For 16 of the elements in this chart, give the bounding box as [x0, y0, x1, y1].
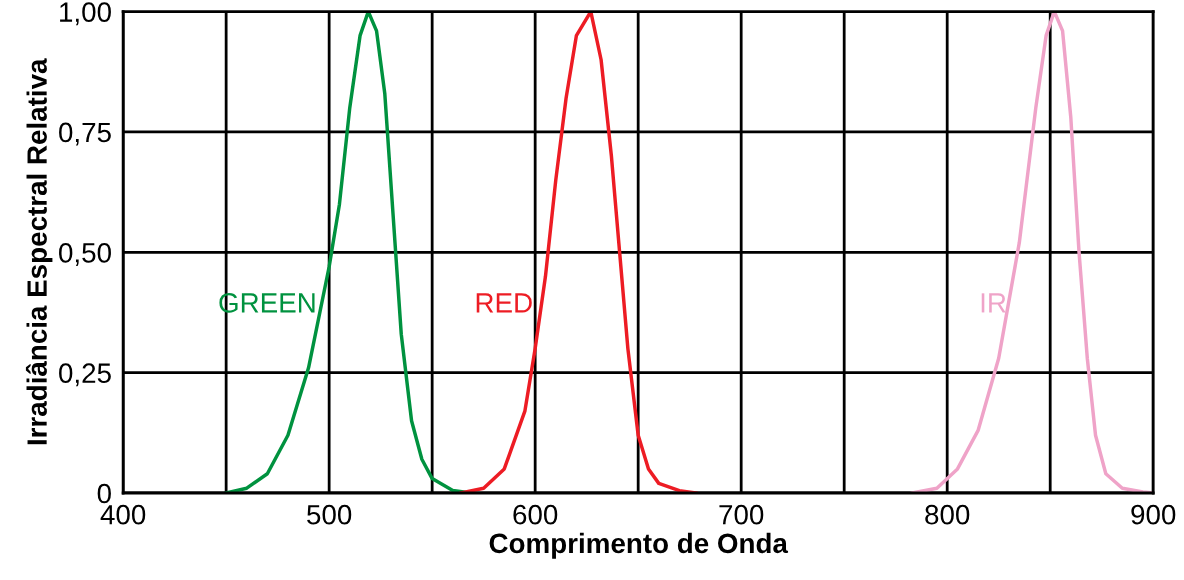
- x-tick-label: 700: [719, 504, 764, 525]
- x-axis-title: Comprimento de Onda: [489, 532, 789, 559]
- y-tick-label: 0,25: [59, 363, 111, 387]
- y-tick-label: 0: [97, 483, 111, 504]
- y-tick-label: 0,50: [59, 242, 111, 266]
- x-tick-label: 900: [1131, 504, 1176, 525]
- y-axis-title: Irradiância Espectral Relativa: [25, 58, 53, 445]
- x-tick-label: 800: [925, 504, 970, 525]
- x-tick-label: 400: [100, 504, 146, 525]
- y-tick-label: 0,75: [59, 122, 111, 146]
- series-label: IR: [981, 293, 1006, 313]
- y-tick-label: 1,00: [60, 2, 111, 26]
- x-tick-label: 500: [307, 504, 352, 525]
- line-series: [459, 11, 698, 493]
- x-tick-label: 600: [513, 504, 558, 525]
- series-label: RED: [476, 293, 532, 313]
